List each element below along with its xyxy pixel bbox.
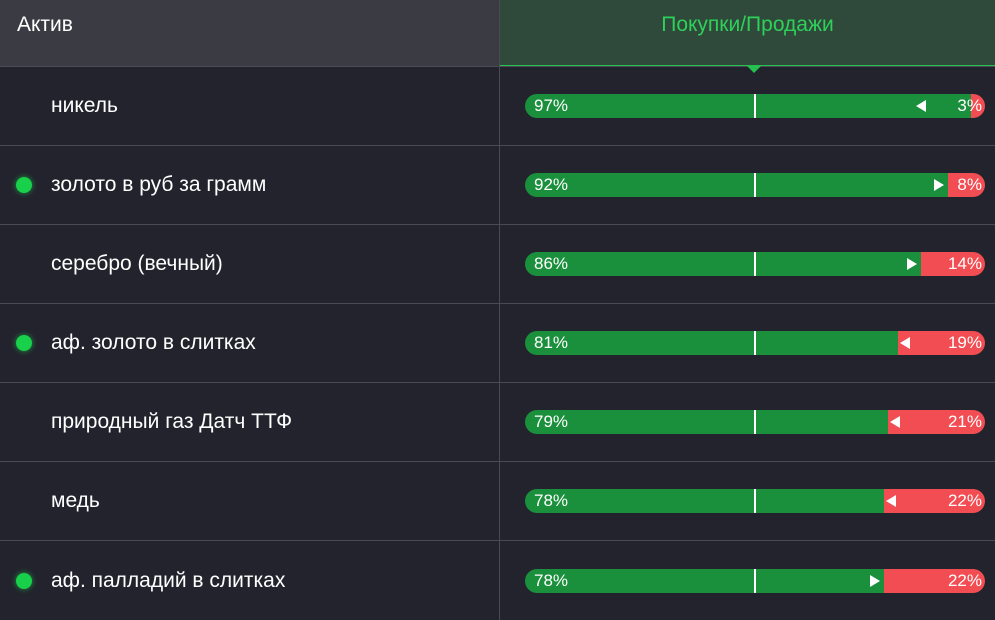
market-open-dot-icon <box>16 177 32 193</box>
asset-name[interactable]: природный газ Датч ТТФ <box>51 410 293 433</box>
market-open-dot-icon <box>16 335 32 351</box>
buy-segment <box>525 568 884 593</box>
buy-percent-label: 78% <box>534 491 569 510</box>
buy-percent-label: 92% <box>534 175 569 194</box>
ratio-cell: 78% 22% <box>500 462 995 540</box>
arrow-right-icon <box>907 258 917 270</box>
asset-cell[interactable]: аф. палладий в слитках <box>0 541 500 620</box>
buy-segment <box>525 331 898 355</box>
sell-segment <box>948 173 985 197</box>
arrow-left-icon <box>886 495 896 507</box>
buy-segment <box>525 252 921 276</box>
midpoint-marker <box>754 489 756 513</box>
asset-name[interactable]: медь <box>51 489 100 512</box>
ratio-column-header[interactable]: Покупки/Продажи <box>500 0 995 73</box>
sell-segment <box>921 252 985 276</box>
sell-percent-label: 22% <box>947 491 982 510</box>
sell-segment <box>898 331 985 355</box>
buy-percent-label: 78% <box>534 570 569 590</box>
market-open-dot-icon <box>16 572 32 589</box>
midpoint-marker <box>754 331 756 355</box>
sell-segment <box>884 568 985 593</box>
sell-segment <box>884 489 985 513</box>
asset-cell[interactable]: медь <box>0 462 500 540</box>
asset-cell[interactable]: аф. золото в слитках <box>0 304 500 382</box>
buy-percent-label: 97% <box>534 96 569 115</box>
sell-segment <box>888 410 985 434</box>
ratio-cell: 78% 22% <box>500 541 995 620</box>
midpoint-marker <box>754 252 756 276</box>
asset-name[interactable]: никель <box>51 94 118 117</box>
midpoint-marker <box>754 410 756 434</box>
buy-percent-label: 79% <box>534 412 569 431</box>
table-row[interactable]: аф. золото в слитках 81% 19% <box>0 304 995 383</box>
table-row[interactable]: золото в руб за грамм 92% 8% <box>0 146 995 225</box>
asset-column-header[interactable]: Актив <box>0 0 500 66</box>
midpoint-marker <box>754 173 756 197</box>
table-body: никель 97% 3% золото в руб за грамм 92% 8% сер… <box>0 67 995 620</box>
table-row[interactable]: медь 78% 22% <box>0 462 995 541</box>
asset-name[interactable]: аф. палладий в слитках <box>51 568 286 592</box>
buy-segment <box>525 410 888 434</box>
ratio-cell: 81% 19% <box>500 304 995 382</box>
sell-percent-label: 14% <box>947 254 982 273</box>
buy-sell-bar: 78% 22% <box>525 489 985 513</box>
sell-percent-label: 21% <box>947 412 982 431</box>
buy-segment <box>525 173 948 197</box>
ratio-column-header-label: Покупки/Продажи <box>661 13 834 36</box>
buy-segment <box>525 94 971 118</box>
arrow-right-icon <box>934 179 944 191</box>
sell-percent-label: 19% <box>947 333 982 352</box>
buy-sell-bar: 97% 3% <box>525 94 985 118</box>
arrow-left-icon <box>900 337 910 349</box>
buy-percent-label: 86% <box>534 254 569 273</box>
asset-cell[interactable]: серебро (вечный) <box>0 225 500 303</box>
asset-name[interactable]: золото в руб за грамм <box>51 173 267 196</box>
buy-segment <box>525 489 884 513</box>
asset-cell[interactable]: золото в руб за грамм <box>0 146 500 224</box>
sell-segment <box>971 94 985 118</box>
ratio-cell: 86% 14% <box>500 225 995 303</box>
sell-percent-label: 22% <box>947 570 982 590</box>
buy-sell-bar: 92% 8% <box>525 173 985 197</box>
asset-name[interactable]: аф. золото в слитках <box>51 331 256 354</box>
ratio-cell: 97% 3% <box>500 67 995 145</box>
buy-sell-bar: 86% 14% <box>525 252 985 276</box>
arrow-left-icon <box>890 416 900 428</box>
sell-percent-label: 3% <box>957 96 982 115</box>
asset-name[interactable]: серебро (вечный) <box>51 252 223 275</box>
asset-cell[interactable]: никель <box>0 67 500 145</box>
ratio-cell: 92% 8% <box>500 146 995 224</box>
table-row[interactable]: никель 97% 3% <box>0 67 995 146</box>
midpoint-marker <box>754 568 756 593</box>
buy-sell-bar: 81% 19% <box>525 331 985 355</box>
buy-percent-label: 81% <box>534 333 569 352</box>
asset-cell[interactable]: природный газ Датч ТТФ <box>0 383 500 461</box>
sell-percent-label: 8% <box>957 175 982 194</box>
table-row[interactable]: аф. палладий в слитках 78% 22% <box>0 541 995 620</box>
buy-sell-bar: 78% 22% <box>525 568 985 593</box>
ratio-cell: 79% 21% <box>500 383 995 461</box>
midpoint-marker <box>754 94 756 118</box>
sort-indicator-icon <box>746 65 762 73</box>
table-row[interactable]: природный газ Датч ТТФ 79% 21% <box>0 383 995 462</box>
table-row[interactable]: серебро (вечный) 86% 14% <box>0 225 995 304</box>
table-header: Актив Покупки/Продажи <box>0 0 995 73</box>
arrow-right-icon <box>870 574 880 587</box>
arrow-left-icon <box>916 100 926 112</box>
buy-sell-bar: 79% 21% <box>525 410 985 434</box>
